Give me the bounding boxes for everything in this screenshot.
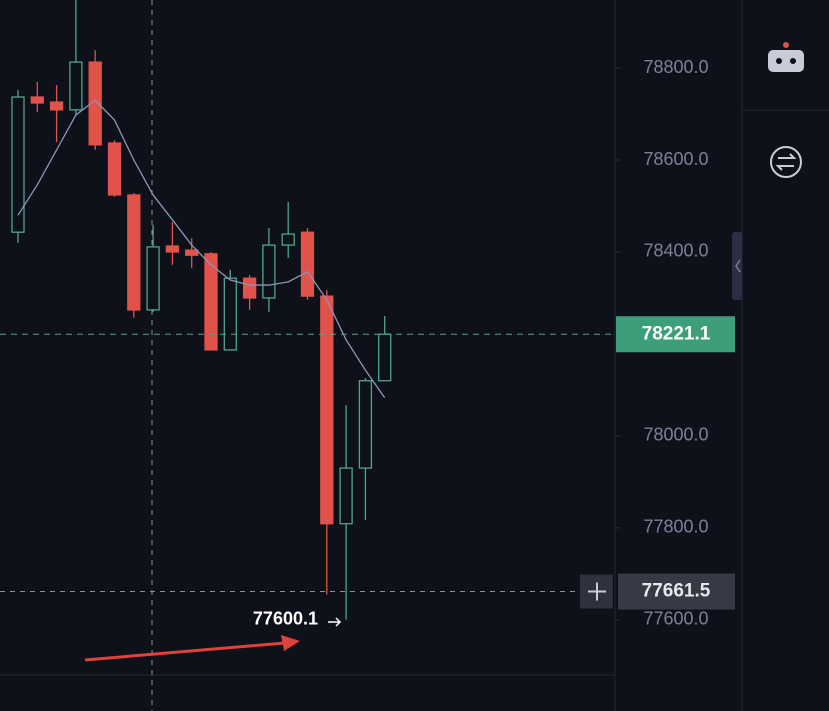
candle-body [69,61,83,111]
last-price-label: 78221.1 [642,323,711,344]
candle-body [378,333,392,382]
candle-body [185,249,199,256]
last-price-tag [616,316,735,353]
red-arrow-head [281,635,300,651]
candle-body [358,380,373,469]
candle-body [30,96,44,104]
candle-body [281,233,295,246]
candle-body [204,253,218,351]
plot-area [11,0,392,620]
y-tick-label: 78000.0 [643,425,708,445]
candle-body [127,194,141,311]
crosshair-price-label: 77661.5 [642,581,711,602]
y-tick-label: 77600.0 [643,609,708,629]
candle-body [11,96,25,233]
robot-icon[interactable] [768,42,804,72]
candle-body [223,277,237,351]
y-tick-label: 78400.0 [643,241,708,261]
candle-body [320,295,334,525]
candle-body [300,231,315,297]
annotation-arrow [328,617,342,627]
y-tick-label: 77800.0 [643,517,708,537]
panel-handle[interactable] [732,232,742,300]
moving-average-line [17,99,386,399]
candle-body [49,101,64,111]
candle-body [242,277,257,299]
crosshair-price-tag [618,573,735,610]
y-tick-label: 78800.0 [643,57,708,77]
candle-body [262,244,276,299]
red-arrow [84,641,286,662]
swap-icon[interactable] [770,146,802,178]
crosshair-plus-icon [588,582,606,601]
y-tick-label: 78600.0 [643,149,708,169]
low-annotation: 77600.1 [253,609,318,629]
candle-body [88,61,102,146]
panel-handle-icon [735,259,741,273]
candle-body [165,245,180,253]
candle-body [339,467,353,525]
candle-body [146,246,160,311]
candle-body [107,142,122,196]
